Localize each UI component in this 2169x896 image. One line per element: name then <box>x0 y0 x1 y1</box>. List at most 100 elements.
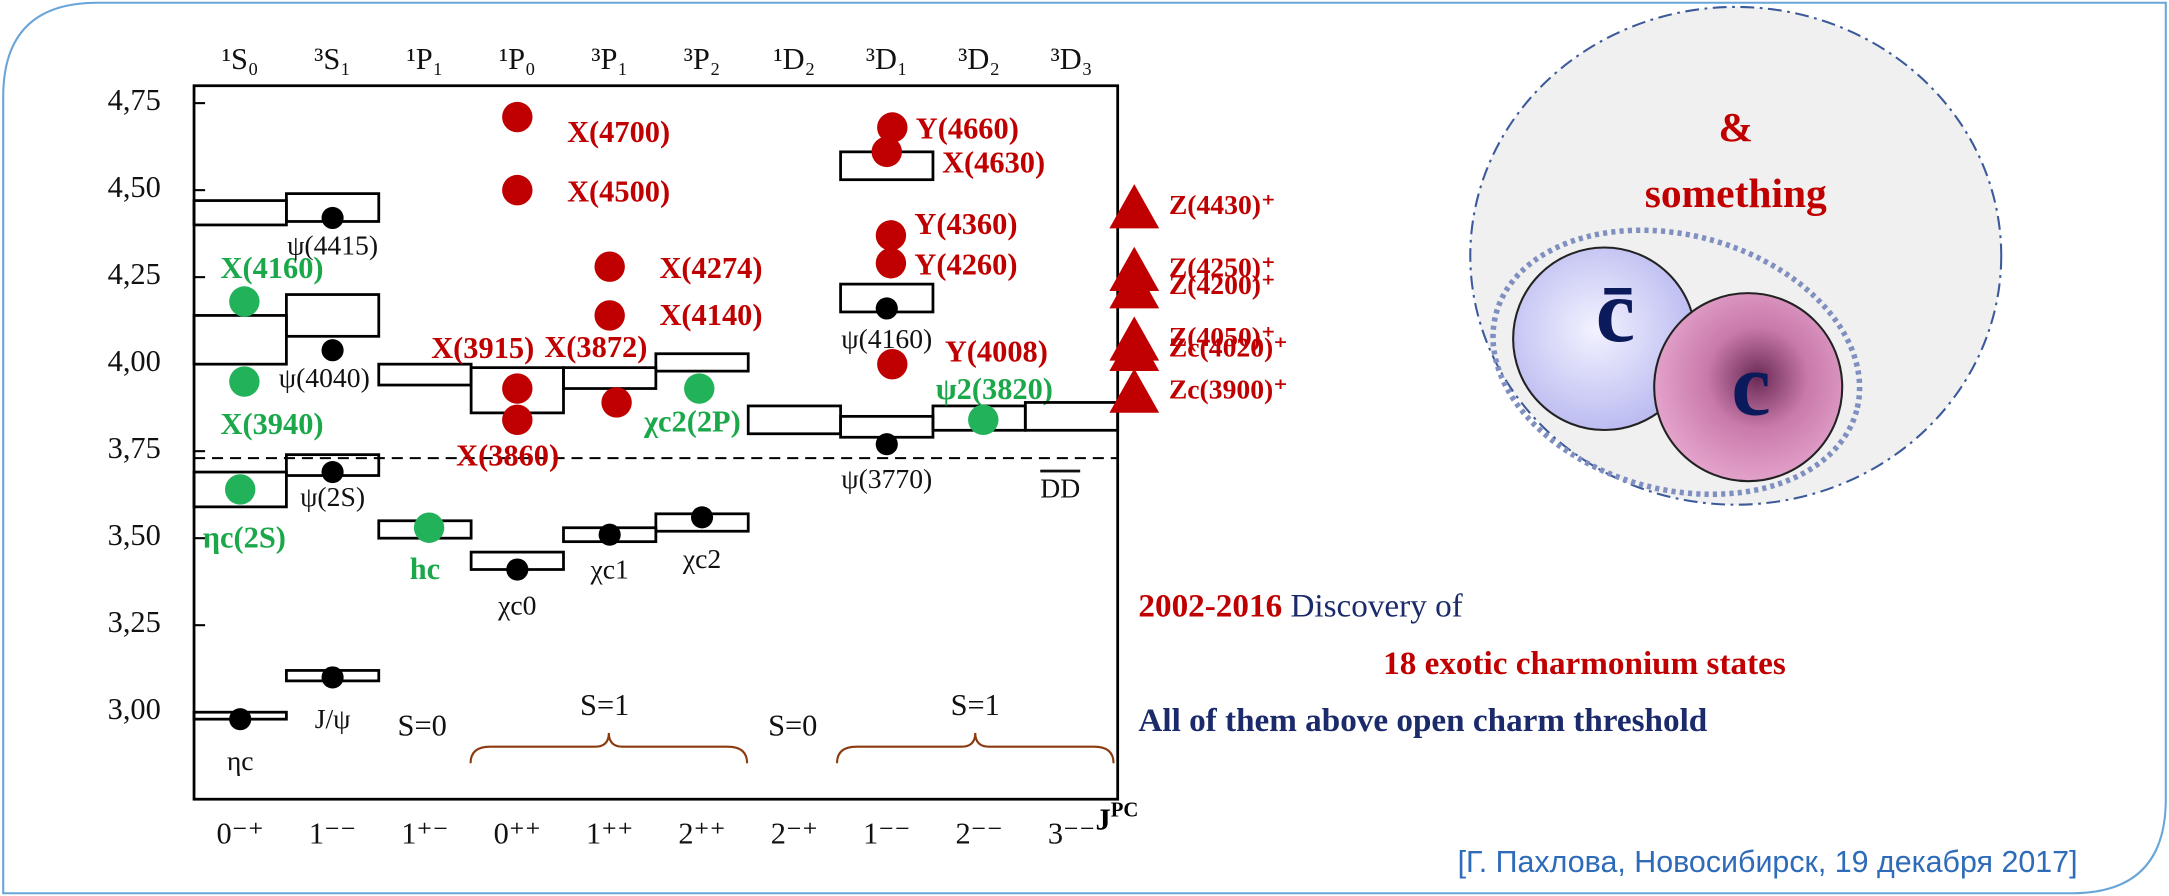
charged-label: Z(4430)⁺ <box>1169 189 1276 220</box>
state-known <box>876 297 898 319</box>
years: 2002-2016 <box>1138 587 1282 624</box>
spin-label: S=0 <box>398 709 447 743</box>
y-tick-label: 4,25 <box>108 257 161 291</box>
slide: & something c̄ c 2002-2016Discovery of 1… <box>0 0 2169 896</box>
state-label: Y(4360) <box>914 207 1017 241</box>
spin-label: S=1 <box>580 688 629 722</box>
state-label: χc2 <box>682 543 721 574</box>
state-known <box>322 339 344 361</box>
state-label: ψ(4415) <box>287 230 378 261</box>
level-box <box>379 364 471 385</box>
state-label: ηc(2S) <box>203 521 286 555</box>
state-candidate <box>229 366 259 396</box>
state-label: χc1 <box>589 553 628 584</box>
antiquark-label: c̄ <box>1596 263 1635 361</box>
jpc-label: 2⁺⁺ <box>678 817 725 851</box>
level-box <box>286 295 378 337</box>
y-tick-label: 4,50 <box>108 170 161 204</box>
state-label: ψ(2S) <box>300 481 365 512</box>
state-label: X(3872) <box>544 330 647 364</box>
term-label: ¹P₀ <box>499 42 536 76</box>
charged-label: Zc(4020)⁺ <box>1169 332 1288 363</box>
state-label: J/ψ <box>315 703 351 734</box>
jpc-label: 1⁺⁺ <box>586 817 633 851</box>
brace <box>837 733 1114 763</box>
term-label: ³D₁ <box>866 42 908 76</box>
jpc-label: 1⁺⁻ <box>401 817 448 851</box>
state-candidate <box>968 405 998 435</box>
state-candidate <box>414 513 444 543</box>
quark-label: c <box>1731 336 1770 434</box>
y-tick-label: 3,25 <box>108 605 161 639</box>
state-label: Y(4008) <box>945 334 1048 368</box>
state-candidate <box>684 373 714 403</box>
state-exotic <box>877 112 907 142</box>
inset-bottom: something <box>1645 170 1827 216</box>
x-axis-label: JPC <box>1096 799 1139 836</box>
state-candidate <box>229 286 259 316</box>
term-label: ³S₁ <box>314 42 351 76</box>
term-label: ¹D₂ <box>774 42 816 76</box>
state-label: Y(4660) <box>916 112 1019 146</box>
state-known <box>322 666 344 688</box>
state-known <box>691 506 713 528</box>
state-label: X(4700) <box>567 115 670 149</box>
state-label: X(3940) <box>221 407 324 441</box>
state-label: χc0 <box>497 590 536 621</box>
charged-label: Z(4200)⁺ <box>1169 269 1276 300</box>
term-label: ¹S₀ <box>222 42 259 76</box>
term-label: ³D₂ <box>958 42 1000 76</box>
state-label: X(4274) <box>659 251 762 285</box>
level-box <box>194 315 286 364</box>
state-known <box>876 433 898 455</box>
spin-label: S=0 <box>768 709 817 743</box>
state-known <box>322 207 344 229</box>
y-tick-label: 3,50 <box>108 518 161 552</box>
state-known <box>229 708 251 730</box>
state-known <box>322 461 344 483</box>
state-label: ψ(4160) <box>841 323 932 354</box>
jpc-label: 0⁺⁺ <box>494 817 541 851</box>
level-box <box>656 354 748 371</box>
state-label: X(4500) <box>567 174 670 208</box>
state-known <box>599 524 621 546</box>
state-label: χc2(2P) <box>643 404 741 438</box>
state-exotic <box>502 373 532 403</box>
state-label: hc <box>410 552 440 586</box>
jpc-label: 1⁻⁻ <box>309 817 356 851</box>
y-tick-label: 3,00 <box>108 692 161 726</box>
state-label: X(4140) <box>659 298 762 332</box>
state-known <box>506 558 528 580</box>
state-exotic <box>876 248 906 278</box>
jpc-label: 2⁻⁻ <box>955 817 1002 851</box>
citation: [Г. Пахлова, Новосибирск, 19 декабря 201… <box>1458 845 2078 879</box>
state-label: ψ(3770) <box>841 463 932 494</box>
state-exotic <box>502 405 532 435</box>
level-box <box>194 201 286 225</box>
state-label: ηc <box>227 745 254 776</box>
state-exotic <box>601 387 631 417</box>
x-label: J <box>1096 803 1111 837</box>
inset: & something c̄ c <box>1463 7 2001 534</box>
jpc-label: 3⁻⁻ <box>1048 817 1095 851</box>
discovery-text: Discovery of <box>1290 587 1463 624</box>
state-candidate <box>225 474 255 504</box>
state-label: X(3915) <box>431 331 534 365</box>
state-exotic <box>502 102 532 132</box>
discovery-count: 18 exotic charmonium states <box>1383 645 1786 682</box>
jpc-label: 2⁻⁺ <box>771 817 818 851</box>
level-box <box>748 406 840 434</box>
y-tick-label: 4,00 <box>108 344 161 378</box>
term-label: ³P₁ <box>591 42 628 76</box>
state-label: X(3860) <box>456 439 559 473</box>
level-box <box>1025 402 1117 430</box>
term-label: ³D₃ <box>1051 42 1093 76</box>
state-label: Y(4260) <box>914 247 1017 281</box>
charged-label: Zc(3900)⁺ <box>1169 373 1288 404</box>
state-exotic <box>594 251 624 281</box>
x-label-sup: PC <box>1111 799 1139 821</box>
state-label: ψ(4040) <box>279 362 370 393</box>
level-box <box>563 368 655 389</box>
y-tick-label: 4,75 <box>108 83 161 117</box>
